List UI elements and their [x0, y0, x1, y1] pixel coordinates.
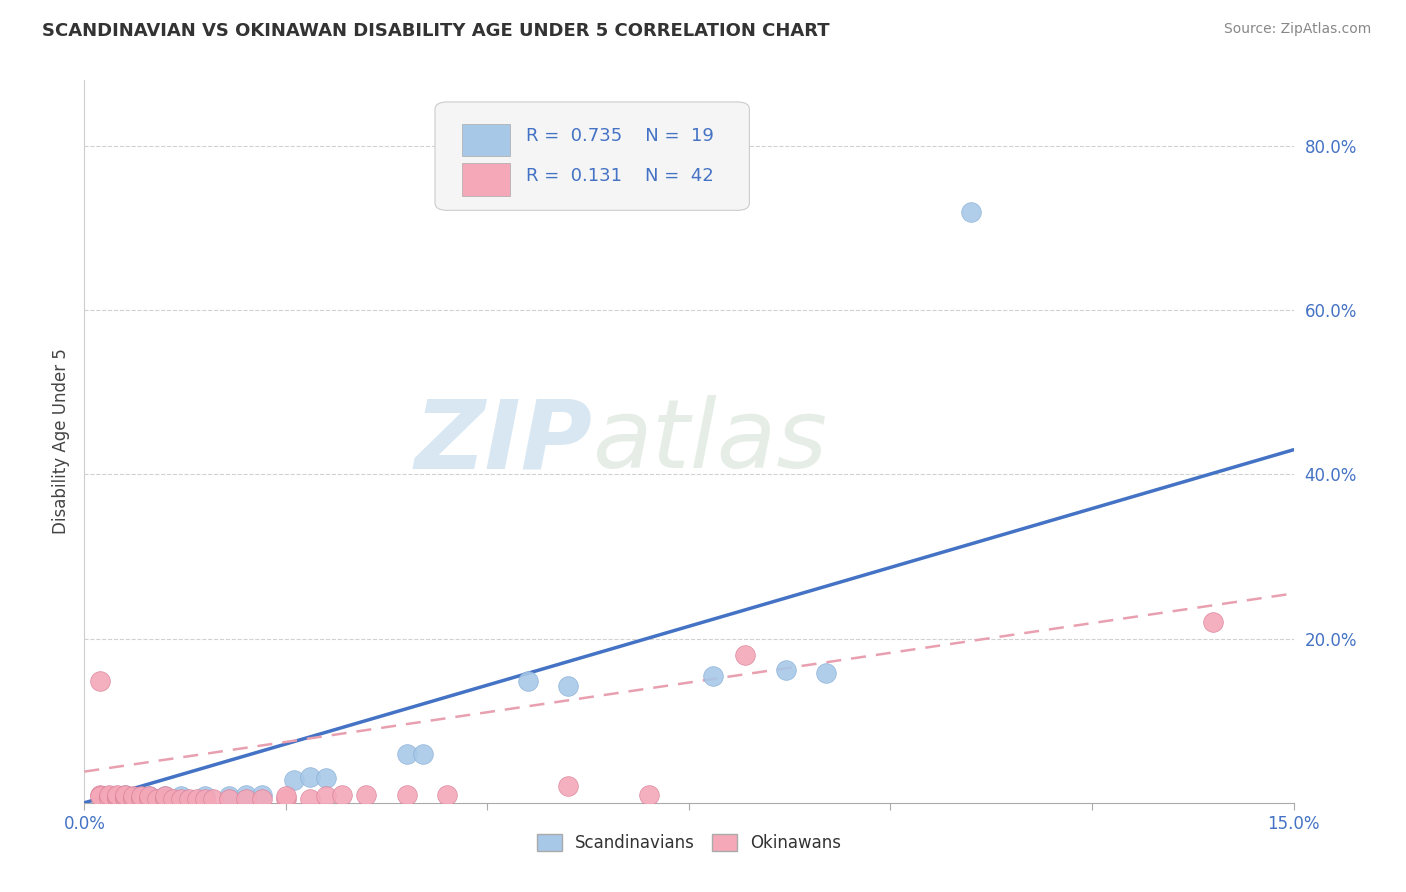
Point: [315, 789, 337, 804]
Point: [146, 791, 169, 805]
Point: [153, 791, 176, 805]
Point: [1202, 615, 1225, 630]
Y-axis label: Disability Age Under 5: Disability Age Under 5: [52, 349, 70, 534]
Point: [960, 204, 983, 219]
Point: [153, 789, 176, 804]
Text: R =  0.735    N =  19: R = 0.735 N = 19: [526, 128, 714, 145]
Point: [162, 791, 184, 805]
Point: [557, 679, 579, 693]
FancyBboxPatch shape: [461, 124, 510, 156]
Point: [330, 788, 353, 802]
Point: [194, 791, 217, 805]
Point: [114, 789, 136, 804]
Point: [395, 788, 418, 802]
Point: [153, 789, 176, 804]
Point: [299, 791, 322, 805]
Point: [283, 772, 305, 787]
Point: [299, 770, 322, 784]
Point: [218, 789, 240, 804]
Point: [129, 789, 152, 804]
Point: [121, 789, 143, 804]
Point: [114, 791, 136, 805]
Text: atlas: atlas: [592, 395, 827, 488]
Point: [734, 648, 756, 662]
Point: [202, 791, 225, 805]
Point: [138, 789, 160, 804]
Text: SCANDINAVIAN VS OKINAWAN DISABILITY AGE UNDER 5 CORRELATION CHART: SCANDINAVIAN VS OKINAWAN DISABILITY AGE …: [42, 22, 830, 40]
Point: [105, 789, 128, 804]
Point: [516, 674, 538, 689]
Text: ZIP: ZIP: [415, 395, 592, 488]
Point: [138, 789, 160, 804]
Point: [194, 789, 217, 804]
Point: [186, 791, 208, 805]
Text: Source: ZipAtlas.com: Source: ZipAtlas.com: [1223, 22, 1371, 37]
Point: [412, 747, 434, 761]
Point: [235, 791, 257, 805]
Point: [637, 788, 659, 802]
Point: [395, 747, 418, 761]
FancyBboxPatch shape: [461, 163, 510, 196]
Point: [114, 788, 136, 802]
Point: [179, 791, 201, 805]
Point: [89, 674, 111, 689]
Point: [170, 789, 193, 804]
Point: [356, 788, 378, 802]
Point: [250, 788, 273, 802]
Point: [235, 788, 257, 802]
Point: [315, 771, 337, 785]
Point: [274, 789, 297, 804]
Point: [129, 791, 152, 805]
Point: [89, 788, 111, 802]
Point: [274, 791, 297, 805]
Point: [436, 788, 458, 802]
Point: [138, 791, 160, 805]
FancyBboxPatch shape: [434, 102, 749, 211]
Point: [702, 668, 724, 682]
Point: [775, 663, 797, 677]
Point: [89, 789, 111, 804]
Point: [218, 791, 240, 805]
Point: [114, 788, 136, 802]
Point: [557, 780, 579, 794]
Point: [97, 791, 120, 805]
Point: [97, 788, 120, 802]
Legend: Scandinavians, Okinawans: Scandinavians, Okinawans: [537, 834, 841, 852]
Point: [814, 666, 837, 681]
Point: [170, 791, 193, 805]
Point: [250, 791, 273, 805]
Point: [105, 791, 128, 805]
Text: R =  0.131    N =  42: R = 0.131 N = 42: [526, 167, 713, 185]
Point: [97, 789, 120, 804]
Point: [121, 791, 143, 805]
Point: [105, 788, 128, 802]
